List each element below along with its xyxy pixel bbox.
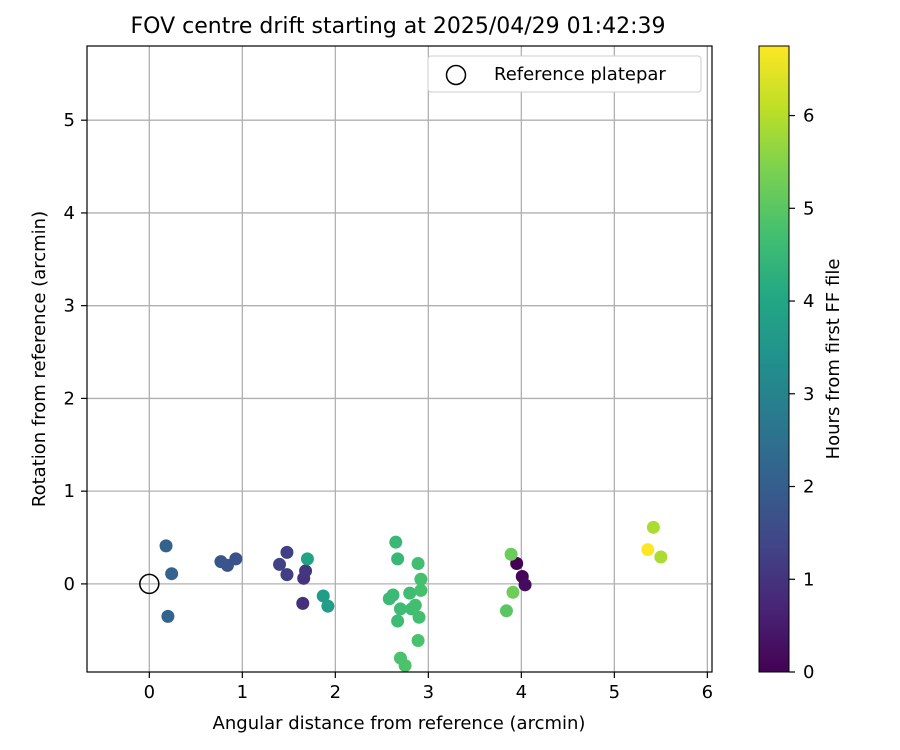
y-tick-label: 0	[64, 574, 75, 595]
colorbar-tick-label: 4	[803, 291, 814, 312]
y-axis-ticks: 0 1 2 3 4 5	[64, 110, 87, 595]
data-point	[412, 610, 426, 624]
y-tick-label: 2	[64, 388, 75, 409]
data-point	[386, 588, 400, 602]
x-tick-label: 2	[330, 682, 341, 703]
data-point	[214, 555, 228, 569]
reference-platepar-point	[139, 573, 160, 595]
data-point	[499, 604, 513, 618]
x-tick-label: 6	[702, 682, 713, 703]
colorbar-tick-label: 6	[803, 106, 814, 127]
legend-marker-reference	[445, 64, 467, 86]
data-points	[139, 520, 668, 673]
data-point	[161, 609, 175, 623]
data-point	[159, 539, 173, 553]
colorbar-tick-label: 2	[803, 477, 814, 498]
data-point	[506, 585, 520, 599]
data-point	[280, 568, 294, 582]
plot-frame	[86, 45, 713, 673]
y-axis-label: Rotation from reference (arcmin)	[29, 211, 50, 507]
x-tick-label: 1	[237, 682, 248, 703]
colorbar-tick-label: 1	[803, 569, 814, 590]
data-point	[408, 598, 422, 612]
grid	[87, 46, 712, 672]
data-point	[414, 572, 428, 586]
x-tick-label: 3	[423, 682, 434, 703]
legend-box	[427, 55, 702, 93]
data-point	[391, 552, 405, 566]
colorbar-tick-label: 3	[803, 384, 814, 405]
colorbar: 0 1 2 3 4 5 6 Hours from first FF file	[758, 45, 844, 683]
legend-label-reference: Reference platepar	[494, 64, 666, 85]
data-point	[299, 564, 313, 578]
colorbar-tick-label: 5	[803, 198, 814, 219]
colorbar-label: Hours from first FF file	[823, 259, 844, 460]
data-point	[391, 614, 405, 628]
data-point	[403, 586, 417, 600]
data-point	[229, 552, 243, 566]
x-axis-label: Angular distance from reference (arcmin)	[213, 713, 586, 734]
data-point	[398, 659, 412, 673]
y-tick-label: 5	[64, 110, 75, 131]
data-point	[411, 633, 425, 647]
y-tick-label: 1	[64, 481, 75, 502]
data-point	[504, 547, 518, 561]
data-point	[411, 556, 425, 570]
data-point	[414, 583, 428, 597]
data-point	[280, 545, 294, 559]
y-tick-label: 4	[64, 203, 75, 224]
colorbar-ticks: 0 1 2 3 4 5 6	[789, 106, 814, 683]
data-point	[518, 578, 532, 592]
y-tick-label: 3	[64, 296, 75, 317]
data-point	[316, 589, 330, 603]
data-point	[389, 535, 403, 549]
data-point	[321, 599, 335, 613]
chart-title: FOV centre drift starting at 2025/04/29 …	[131, 14, 666, 39]
x-axis-ticks: 0 1 2 3 4 5 6	[144, 672, 713, 703]
data-point	[273, 557, 287, 571]
data-point	[165, 567, 179, 581]
x-tick-label: 5	[609, 682, 620, 703]
data-point	[646, 520, 660, 534]
data-point	[296, 596, 310, 610]
legend: Reference platepar	[427, 55, 702, 93]
x-tick-label: 4	[516, 682, 527, 703]
data-point	[300, 552, 314, 566]
data-point	[641, 543, 655, 557]
data-point	[654, 550, 668, 564]
data-point	[393, 602, 407, 616]
colorbar-tick-label: 0	[803, 662, 814, 683]
x-tick-label: 0	[144, 682, 155, 703]
colorbar-gradient	[758, 45, 790, 673]
